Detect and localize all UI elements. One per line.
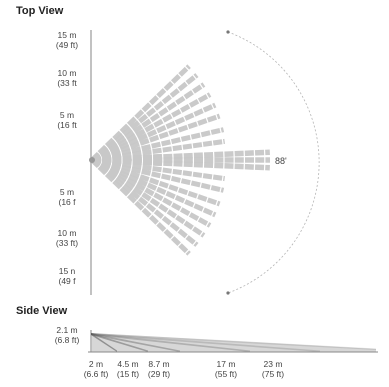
x-label-17m: 17 m (55 ft) [214,359,238,379]
sensor-origin-icon [89,157,95,163]
x-label-2m: 2 m (6.6 ft) [83,359,109,379]
top-view-title: Top View [16,5,64,17]
side-view-title: Side View [16,305,68,317]
x-label-4-5m: 4.5 m (15 ft) [116,359,140,379]
side-beam-1 [91,333,148,352]
y-label-10m-bottom: 10 m (33 ft) [55,228,79,248]
y-label-15m-bottom: 15 n (49 f [58,266,76,286]
beam-20 [90,158,191,256]
x-label-23m: 23 m (75 ft) [261,359,285,379]
arc-end-top-icon [226,30,230,34]
beam-11 [91,157,270,171]
side-beam-5 [91,333,376,350]
y-label-5m-top: 5 m (16 ft [57,110,77,130]
beam-9 [91,149,270,163]
side-beam-2 [91,333,180,352]
x-label-8-7m: 8.7 m (29 ft) [147,359,171,379]
y-label-15m-top: 15 m (49 ft) [55,30,79,50]
coverage-arc [227,31,320,294]
detection-beams [89,64,270,256]
y-label-5m-bottom: 5 m (16 f [58,187,76,207]
side-view-beams [91,333,376,352]
angle-label: 88' [275,156,287,166]
side-beam-0 [91,333,117,352]
side-beam-4 [91,333,320,352]
y-label-10m-top: 10 m (33 ft [57,68,77,88]
side-coverage-area [91,333,376,352]
arc-end-bottom-icon [226,291,230,295]
side-beam-3 [91,333,250,352]
height-label: 2.1 m (6.8 ft) [54,325,80,345]
